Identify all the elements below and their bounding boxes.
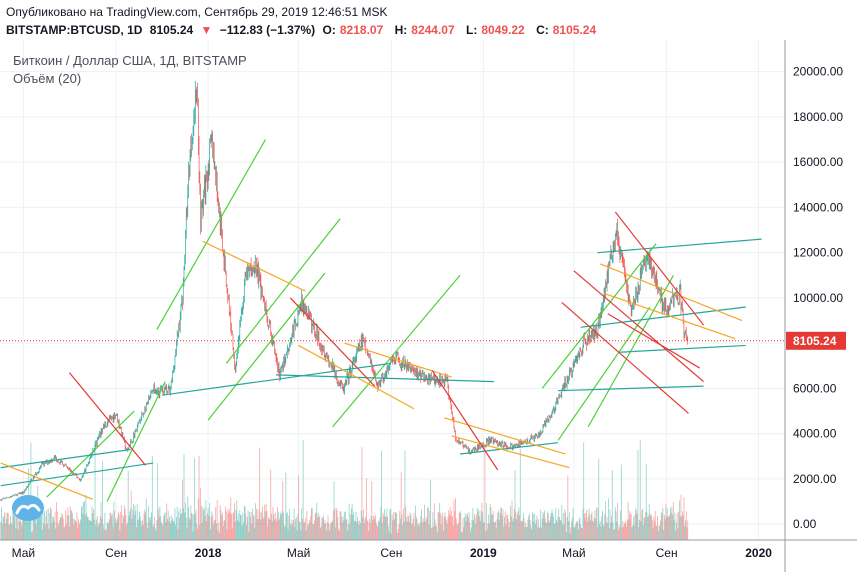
- trendline-red: [68, 372, 147, 466]
- time-tick-label: Сен: [380, 546, 402, 560]
- time-axis-labels: Май Сен 2018 Май Сен 2019 Май Сен 2020: [12, 546, 773, 560]
- price-tick-label: 4000.00: [793, 427, 837, 441]
- trendline-orange: [0, 462, 93, 500]
- trendline-orange: [600, 263, 743, 322]
- close-label: C:: [536, 23, 549, 37]
- tradingview-cloud-icon[interactable]: [11, 492, 45, 527]
- trendline-teal: [558, 385, 704, 392]
- volume-bars: [0, 440, 689, 540]
- open-value: O: 8218.07: [323, 23, 388, 37]
- trendline-green: [46, 410, 135, 498]
- price-tick-label: 10000.00: [793, 291, 843, 305]
- time-tick-label: Май: [287, 546, 311, 560]
- down-arrow-icon: ▼: [200, 23, 213, 37]
- trendline-green: [541, 243, 657, 389]
- trendline-red: [561, 301, 689, 414]
- time-tick-label: 2020: [745, 546, 772, 560]
- price-tick-label: 0.00: [793, 517, 817, 531]
- trendline-orange: [298, 344, 415, 410]
- last-price-tag-text: 8105.24: [793, 334, 837, 348]
- trendline-teal: [0, 462, 154, 487]
- low-value: L: 8049.22: [466, 23, 529, 37]
- low-label: L:: [466, 23, 478, 37]
- trendline-green: [106, 381, 166, 502]
- price-tick-label: 18000.00: [793, 110, 843, 124]
- trendline-teal: [597, 238, 762, 254]
- trendline-orange: [443, 417, 566, 455]
- price-axis-labels: 0.002000.004000.006000.008000.0010000.00…: [793, 65, 843, 531]
- trendline-orange: [603, 292, 736, 340]
- ohlc-header: BITSTAMP:BTCUSD, 1D 8105.24 ▼ −112.83 (−…: [6, 23, 604, 37]
- trendline-teal: [580, 306, 746, 328]
- trendline-red: [607, 313, 701, 369]
- price-tick-label: 20000.00: [793, 65, 843, 79]
- trendline-orange: [202, 240, 306, 292]
- trendline-teal: [459, 442, 559, 455]
- published-caption: Опубликовано на TradingView.com, Сентябр…: [6, 5, 388, 19]
- volume-legend[interactable]: Объём (20): [13, 71, 82, 86]
- time-tick-label: 2018: [195, 546, 222, 560]
- trendline-teal: [162, 362, 390, 396]
- symbol-label: BITSTAMP:BTCUSD, 1D: [6, 23, 143, 37]
- close-number: 8105.24: [552, 23, 597, 37]
- trendline-orange: [344, 342, 452, 378]
- open-label: O:: [322, 23, 336, 37]
- trendline-red: [614, 211, 705, 326]
- time-tick-label: Сен: [105, 546, 127, 560]
- price-tick-label: 16000.00: [793, 155, 843, 169]
- open-number: 8218.07: [339, 23, 384, 37]
- trendline-teal: [0, 448, 131, 469]
- trendline-red: [573, 270, 704, 383]
- trendline-orange: [451, 435, 570, 469]
- trendline-red: [431, 369, 499, 471]
- trendline-green: [207, 272, 326, 421]
- price-tick-label: 12000.00: [793, 246, 843, 260]
- trendline-teal: [619, 344, 746, 353]
- trendline-green: [332, 274, 461, 428]
- price-tick-label: 14000.00: [793, 200, 843, 214]
- candlesticks: [0, 80, 689, 502]
- price-change: −112.83 (−1.37%): [219, 23, 316, 37]
- time-tick-label: Май: [562, 546, 586, 560]
- high-label: H:: [394, 23, 408, 37]
- time-tick-label: Май: [12, 546, 36, 560]
- time-tick-label: Сен: [656, 546, 678, 560]
- last-price: 8105.24: [149, 23, 194, 37]
- high-value: H: 8244.07: [395, 23, 459, 37]
- trendlines: [0, 139, 762, 502]
- chart-grid: [0, 40, 785, 540]
- price-tick-label: 2000.00: [793, 472, 837, 486]
- trendline-green: [225, 218, 341, 364]
- series-legend[interactable]: Биткоин / Доллар США, 1Д, BITSTAMP: [13, 53, 247, 68]
- close-value: C: 8105.24: [536, 23, 600, 37]
- price-tick-label: 6000.00: [793, 381, 837, 395]
- low-number: 8049.22: [481, 23, 525, 37]
- last-price-tag: 8105.24: [786, 331, 846, 350]
- trendline-red: [289, 297, 376, 387]
- high-number: 8244.07: [411, 23, 455, 37]
- axes: [0, 40, 857, 572]
- trendline-teal: [275, 374, 494, 383]
- time-tick-label: 2019: [470, 546, 497, 560]
- last-price-tag-background: [786, 331, 846, 350]
- trendline-green: [156, 139, 266, 330]
